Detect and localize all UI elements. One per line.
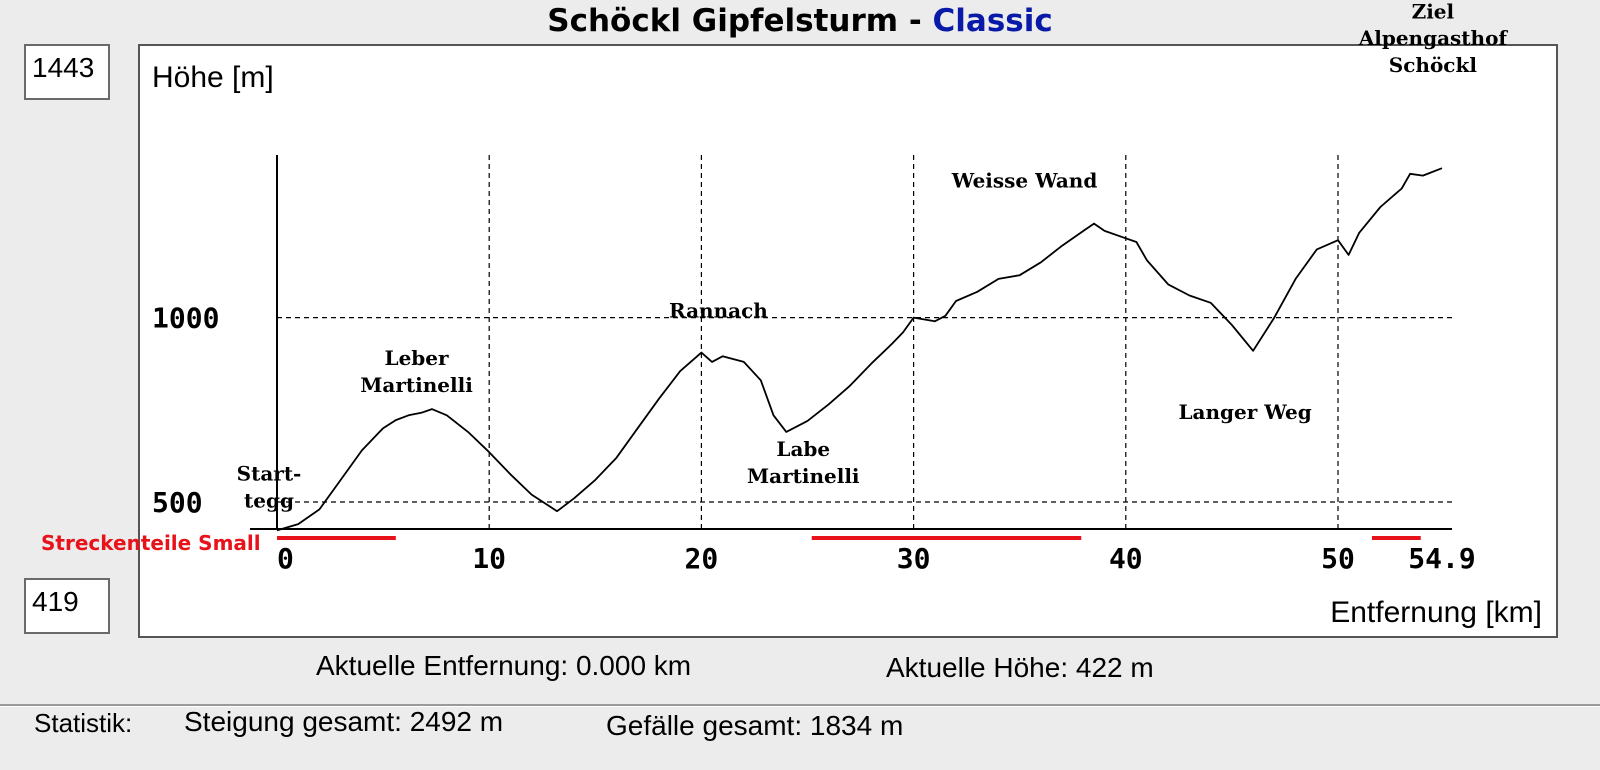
annotation-label: Ziel Alpengasthof Schöckl bbox=[1358, 0, 1509, 77]
y-tick-label: 500 bbox=[152, 486, 203, 519]
title-accent: Classic bbox=[932, 3, 1053, 39]
x-tick-label: 20 bbox=[685, 542, 719, 575]
x-tick-label: 54.9 bbox=[1408, 542, 1475, 575]
segments-label: Streckenteile Small bbox=[41, 531, 261, 555]
annotation-label: Leber Martinelli bbox=[360, 346, 473, 397]
title-main: Schöckl Gipfelsturm - bbox=[547, 3, 933, 39]
total-descent: Gefälle gesamt: 1834 m bbox=[606, 710, 904, 741]
statistics-label: Statistik: bbox=[34, 708, 133, 738]
status-divider bbox=[0, 704, 1600, 706]
max-height-field[interactable]: 1443 bbox=[24, 44, 110, 100]
elevation-profile-line bbox=[276, 167, 1443, 532]
y-tick-label: 1000 bbox=[152, 302, 219, 335]
min-height-field[interactable]: 419 bbox=[24, 578, 110, 634]
x-tick-label: 40 bbox=[1109, 542, 1143, 575]
annotation-label: Weisse Wand bbox=[951, 169, 1098, 193]
annotation-label: Rannach bbox=[669, 299, 768, 323]
current-distance-readout: Aktuelle Entfernung: 0.000 km bbox=[316, 650, 692, 681]
total-ascent: Steigung gesamt: 2492 m bbox=[184, 706, 504, 737]
annotation-label: Labe Martinelli bbox=[747, 437, 860, 488]
status-divider-highlight bbox=[0, 706, 1600, 707]
annotation-label: Langer Weg bbox=[1178, 400, 1311, 424]
x-axis-label: Entfernung [km] bbox=[1330, 596, 1542, 629]
current-height-readout: Aktuelle Höhe: 422 m bbox=[886, 652, 1154, 683]
chart-title: Schöckl Gipfelsturm - Classic bbox=[0, 0, 1600, 44]
x-tick-label: 10 bbox=[472, 542, 506, 575]
x-tick-label: 50 bbox=[1321, 542, 1355, 575]
annotation-label: Start-tegg bbox=[237, 461, 302, 512]
y-axis-label: Höhe [m] bbox=[152, 61, 274, 94]
x-tick-label: 0 bbox=[277, 542, 294, 575]
x-tick-label: 30 bbox=[897, 542, 931, 575]
